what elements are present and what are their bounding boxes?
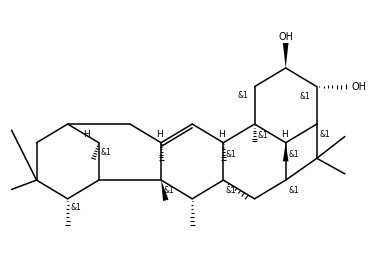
Text: &1: &1 [237, 91, 248, 100]
Text: H: H [219, 130, 225, 139]
Text: &1: &1 [257, 131, 268, 140]
Text: &1: &1 [288, 150, 299, 159]
Text: &1: &1 [288, 186, 299, 195]
Text: &1: &1 [319, 130, 330, 139]
Polygon shape [283, 43, 289, 68]
Text: &1: &1 [164, 186, 174, 195]
Polygon shape [161, 180, 168, 201]
Text: H: H [281, 130, 288, 139]
Text: &1: &1 [300, 92, 311, 101]
Text: &1: &1 [101, 148, 111, 157]
Text: H: H [83, 130, 91, 139]
Polygon shape [283, 143, 289, 161]
Text: &1: &1 [70, 203, 81, 212]
Text: &1: &1 [226, 186, 237, 195]
Text: OH: OH [352, 82, 367, 92]
Text: &1: &1 [226, 150, 237, 159]
Text: H: H [156, 130, 163, 139]
Text: OH: OH [278, 31, 293, 41]
